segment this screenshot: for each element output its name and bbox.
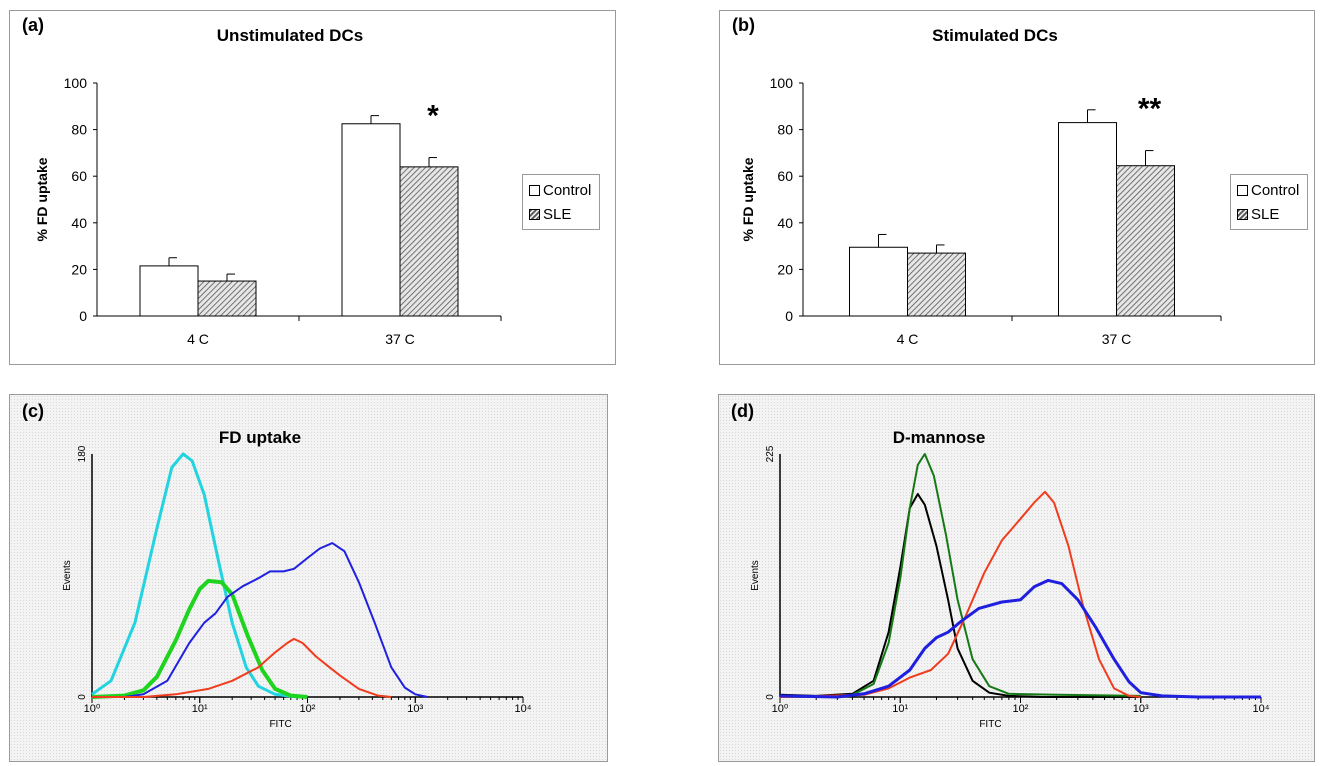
y-tick-label: 0 — [785, 308, 793, 324]
y-tick-label: 80 — [777, 122, 793, 138]
y-tick-label: 80 — [71, 122, 87, 138]
x-tick-label: 10³ — [1133, 703, 1149, 715]
chart-title-c: FD uptake — [218, 428, 302, 447]
y-axis-label: % FD uptake — [34, 157, 50, 241]
legend-b: Control SLE — [1230, 174, 1309, 230]
bar-control — [1058, 122, 1117, 317]
bar-control — [849, 246, 908, 317]
chart-title-b: Stimulated DCs — [932, 26, 1058, 45]
y-tick-label: 60 — [777, 168, 793, 184]
sle-swatch — [529, 208, 540, 220]
histogram-line-4 — [779, 578, 1261, 699]
x-tick-label: 10² — [300, 703, 316, 715]
panel-b: (b) Stimulated DCs 0 20 40 60 80 100 % FD upta… — [719, 10, 1315, 365]
bar-control — [341, 123, 401, 317]
histogram-line-1 — [91, 452, 298, 699]
y-tick-label: 0 — [79, 308, 87, 324]
y-tick-label: 0 — [765, 694, 776, 700]
x-axis-label: FITC — [269, 719, 291, 730]
x-tick-label: 10² — [1013, 703, 1029, 715]
x-tick-label: 10¹ — [892, 703, 908, 715]
x-tick-label: 10⁴ — [515, 703, 532, 715]
control-swatch — [529, 184, 540, 196]
y-tick-label: 180 — [77, 445, 88, 462]
legend-item-control: Control — [529, 178, 591, 202]
histogram-c: 10⁰ 10¹ 10² 10³ 10⁴ FITC 0 180 Events — [62, 445, 532, 730]
x-axis-label: FITC — [979, 719, 1001, 730]
bar-sle — [1116, 165, 1175, 317]
legend-item-control: Control — [1237, 178, 1299, 202]
y-tick-label: 100 — [770, 75, 794, 91]
significance-marker: ** — [1138, 93, 1162, 126]
x-tick-label: 4 C — [187, 331, 209, 347]
bar-chart-a: 0 20 40 60 80 100 % FD uptake 4 C 37 C * — [34, 75, 502, 347]
panel-d: (d) D-mannose 10⁰ 10¹ 10² 10³ 10⁴ FITC 0 225 Eve… — [718, 394, 1315, 762]
histogram-line-3 — [779, 490, 1141, 698]
x-tick-label: 10³ — [407, 703, 423, 715]
legend-label-sle: SLE — [1251, 205, 1280, 223]
x-tick-label: 10⁰ — [84, 703, 101, 715]
y-axis-label: Events — [62, 560, 73, 591]
x-tick-label: 10⁰ — [772, 703, 789, 715]
histogram-line-2 — [779, 453, 1141, 698]
legend-label-sle: SLE — [543, 205, 572, 223]
legend-a: Control SLE — [522, 174, 601, 230]
significance-marker: * — [427, 100, 439, 133]
legend-item-sle: SLE — [529, 202, 591, 226]
y-tick-label: 60 — [71, 168, 87, 184]
x-tick-label: 10⁴ — [1253, 703, 1270, 715]
x-tick-label: 37 C — [1102, 331, 1132, 347]
histogram-d: 10⁰ 10¹ 10² 10³ 10⁴ FITC 0 225 Events — [750, 445, 1270, 730]
y-tick-label: 40 — [777, 215, 793, 231]
panel-letter-d: (d) — [731, 401, 754, 421]
y-tick-label: 0 — [77, 694, 88, 700]
bar-sle — [399, 166, 459, 317]
control-swatch — [1237, 184, 1248, 196]
histogram-line-1 — [779, 493, 1141, 698]
y-tick-label: 225 — [765, 445, 776, 462]
x-tick-label: 4 C — [897, 331, 919, 347]
y-tick-label: 20 — [71, 261, 87, 277]
panel-letter-a: (a) — [22, 15, 44, 35]
panel-c: (c) FD uptake 10⁰ 10¹ 10² 10³ 10⁴ FITC 0 180 Eve… — [9, 394, 608, 762]
sle-swatch — [1237, 208, 1248, 220]
bar-control — [139, 265, 199, 317]
panel-letter-c: (c) — [22, 401, 44, 421]
panel-letter-b: (b) — [732, 15, 755, 35]
y-tick-label: 40 — [71, 215, 87, 231]
legend-label-control: Control — [1251, 181, 1300, 199]
y-axis-label: % FD uptake — [740, 157, 756, 241]
legend-label-control: Control — [543, 181, 592, 199]
legend-item-sle: SLE — [1237, 202, 1299, 226]
chart-title-d: D-mannose — [892, 428, 986, 447]
histogram-line-4 — [92, 637, 392, 698]
bar-chart-b: 0 20 40 60 80 100 % FD uptake 4 C 37 C ** — [740, 75, 1222, 347]
y-tick-label: 100 — [64, 75, 88, 91]
x-tick-label: 10¹ — [192, 703, 208, 715]
y-axis-label: Events — [750, 560, 761, 591]
bar-sle — [197, 280, 257, 317]
chart-title-a: Unstimulated DCs — [216, 26, 364, 45]
bar-sle — [907, 252, 966, 317]
y-tick-label: 20 — [777, 261, 793, 277]
histogram-line-2 — [91, 578, 308, 699]
panel-a: (a) Unstimulated DCs 0 20 40 60 80 100 % FD up… — [9, 10, 616, 365]
histogram-line-3 — [92, 542, 428, 698]
x-tick-label: 37 C — [385, 331, 415, 347]
